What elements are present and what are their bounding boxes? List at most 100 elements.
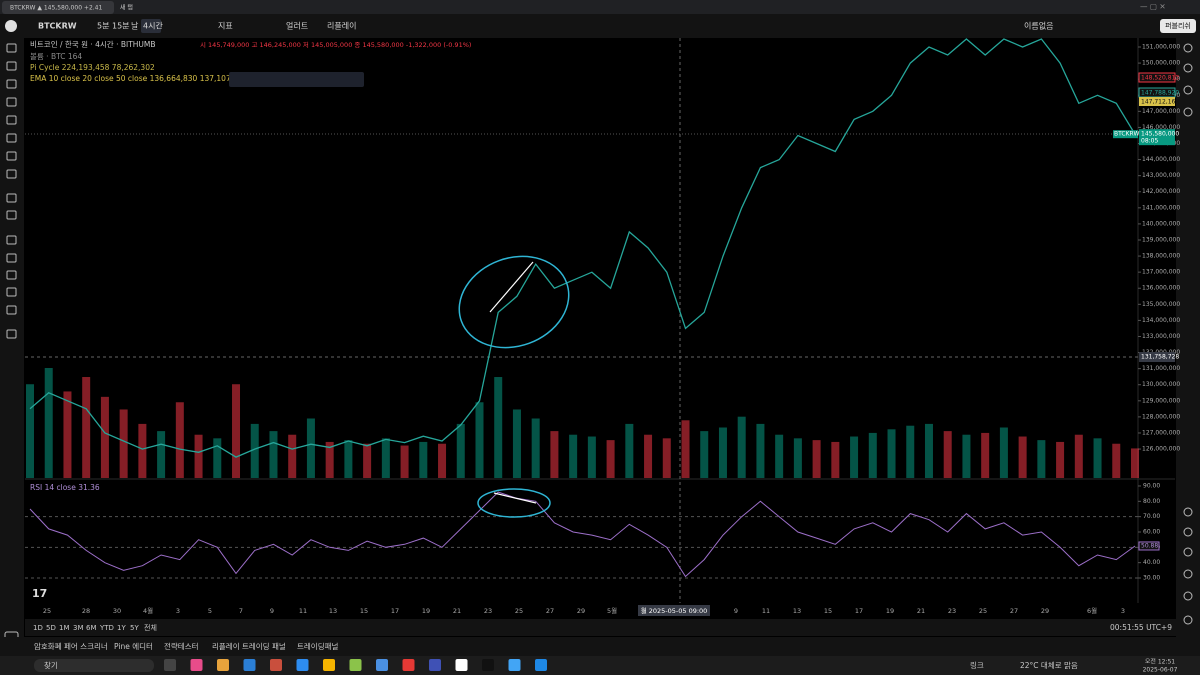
range-button[interactable]: 5Y — [130, 624, 139, 632]
indicators[interactable]: 지표 — [218, 22, 233, 31]
panel-tab[interactable]: 트레이딩패널 — [297, 641, 338, 651]
annotation-ellipse[interactable] — [477, 488, 551, 518]
app-icon[interactable] — [323, 659, 335, 671]
tool-icon[interactable] — [6, 235, 17, 245]
sidebar-icon[interactable] — [1183, 591, 1193, 601]
alert[interactable]: 얼러트 — [286, 21, 308, 31]
sidebar-icon[interactable] — [1183, 43, 1193, 53]
app-icon[interactable] — [376, 659, 388, 671]
app-icon[interactable] — [455, 659, 468, 671]
range-button[interactable]: 1Y — [117, 624, 126, 632]
app-icon[interactable] — [243, 659, 256, 671]
tool-icon[interactable] — [6, 169, 17, 179]
tool-icon[interactable] — [6, 329, 17, 339]
time-label: 15 — [360, 607, 368, 615]
app-icon[interactable] — [296, 659, 309, 671]
drawing-toolbar[interactable] — [229, 72, 364, 87]
tool-icon[interactable] — [6, 193, 17, 203]
window-controls[interactable]: — ▢ ✕ — [1140, 2, 1166, 11]
date[interactable]: 2025-06-07 — [1143, 667, 1178, 674]
range-button[interactable]: 5D — [46, 624, 56, 632]
tool-icon[interactable] — [6, 133, 17, 143]
volume-bar — [213, 438, 222, 478]
link[interactable]: 링크 — [970, 660, 984, 670]
volume-bar — [1018, 436, 1027, 478]
app-icon[interactable] — [270, 659, 282, 671]
annotation-line[interactable] — [489, 261, 534, 313]
interval[interactable]: 4시간 — [143, 21, 163, 31]
price-tag — [1139, 97, 1175, 106]
interval-active[interactable] — [141, 19, 161, 33]
range-button[interactable]: 전체 — [144, 623, 157, 632]
tool-icon[interactable] — [6, 151, 17, 161]
time-label: 23 — [948, 607, 956, 615]
tool-icon[interactable] — [6, 253, 17, 263]
panel-tab[interactable]: 리플레이 트레이딩 패널 — [212, 641, 286, 651]
interval[interactable]: 15분 — [112, 22, 130, 31]
app-icon[interactable] — [190, 659, 203, 671]
panel-tab[interactable]: 전략테스터 — [164, 641, 199, 651]
sidebar-icon[interactable] — [1183, 63, 1193, 73]
legend-ema: EMA 10 close 20 close 50 close 136,664,8… — [30, 74, 298, 83]
volume-bar — [456, 423, 465, 478]
interval[interactable]: 날 — [131, 21, 139, 31]
sidebar-icon[interactable] — [1183, 547, 1193, 557]
volume-bar — [363, 443, 372, 478]
app-icon[interactable] — [164, 659, 176, 671]
sidebar-icon[interactable] — [1183, 507, 1193, 517]
sidebar-icon[interactable] — [1183, 85, 1193, 95]
time-label: 3 — [176, 607, 180, 615]
app-icon[interactable] — [508, 659, 521, 671]
symbol[interactable]: BTCKRW — [38, 22, 77, 31]
time-label: 25 — [43, 607, 51, 615]
app-icon[interactable] — [349, 659, 362, 671]
app-icon[interactable] — [535, 659, 547, 671]
range-button[interactable]: 6M — [86, 624, 97, 632]
app-icon[interactable] — [402, 659, 415, 671]
volume-bar — [831, 441, 840, 478]
tool-icon[interactable] — [6, 270, 17, 280]
interval[interactable]: 5분 — [97, 22, 109, 31]
time-label: 9 — [270, 607, 274, 615]
panel-tab[interactable]: 암호화폐 페어 스크리너 — [34, 641, 108, 651]
tab-title[interactable]: 새 탭 — [120, 4, 133, 12]
publish[interactable]: 퍼블리쉬 — [1165, 21, 1191, 30]
range-button[interactable]: YTD — [99, 624, 114, 632]
sidebar-icon[interactable] — [1183, 527, 1193, 537]
panel-tab[interactable]: Pine 에디터 — [114, 642, 153, 651]
time[interactable]: 오전 12:51 — [1145, 658, 1175, 666]
range-button[interactable]: 3M — [73, 624, 84, 632]
range-button[interactable]: 1D — [33, 624, 43, 632]
app-icon[interactable] — [482, 659, 494, 671]
tool-icon[interactable] — [6, 61, 17, 71]
tool-icon[interactable] — [6, 287, 17, 297]
volume-bar — [194, 434, 203, 478]
avatar[interactable] — [5, 20, 17, 32]
sidebar-icon[interactable] — [1183, 107, 1193, 117]
tool-icon[interactable] — [6, 305, 17, 315]
sidebar-icon[interactable] — [1183, 615, 1193, 625]
publish-button[interactable] — [1160, 19, 1196, 33]
y-tick-label: 147,000,000 — [1142, 108, 1180, 115]
weather[interactable]: 22°C 대체로 맑음 — [1020, 660, 1078, 670]
tab[interactable] — [2, 1, 114, 14]
layout-name[interactable]: 이름없음 — [1024, 21, 1053, 31]
tool-icon[interactable] — [6, 210, 17, 220]
sidebar-icon[interactable] — [1183, 569, 1193, 579]
tool-icon[interactable] — [6, 79, 17, 89]
tool-icon[interactable] — [6, 43, 17, 53]
search-box[interactable] — [34, 659, 154, 672]
search[interactable]: 찾기 — [44, 660, 58, 670]
replay[interactable]: 리플레이 — [327, 21, 356, 31]
tab-title[interactable]: BTCKRW ▲ 145,580,000 +2.41 — [10, 5, 102, 12]
tool-icon[interactable] — [6, 115, 17, 125]
tool-icon[interactable] — [6, 97, 17, 107]
app-icon[interactable] — [217, 659, 229, 671]
range-button[interactable]: 1M — [59, 624, 70, 632]
app-icon[interactable] — [429, 659, 441, 671]
volume-bar — [924, 423, 933, 478]
annotation-line[interactable] — [493, 492, 537, 504]
last-price-tag — [1139, 129, 1175, 146]
volume-bar — [943, 431, 952, 478]
annotation-ellipse[interactable] — [446, 242, 581, 363]
